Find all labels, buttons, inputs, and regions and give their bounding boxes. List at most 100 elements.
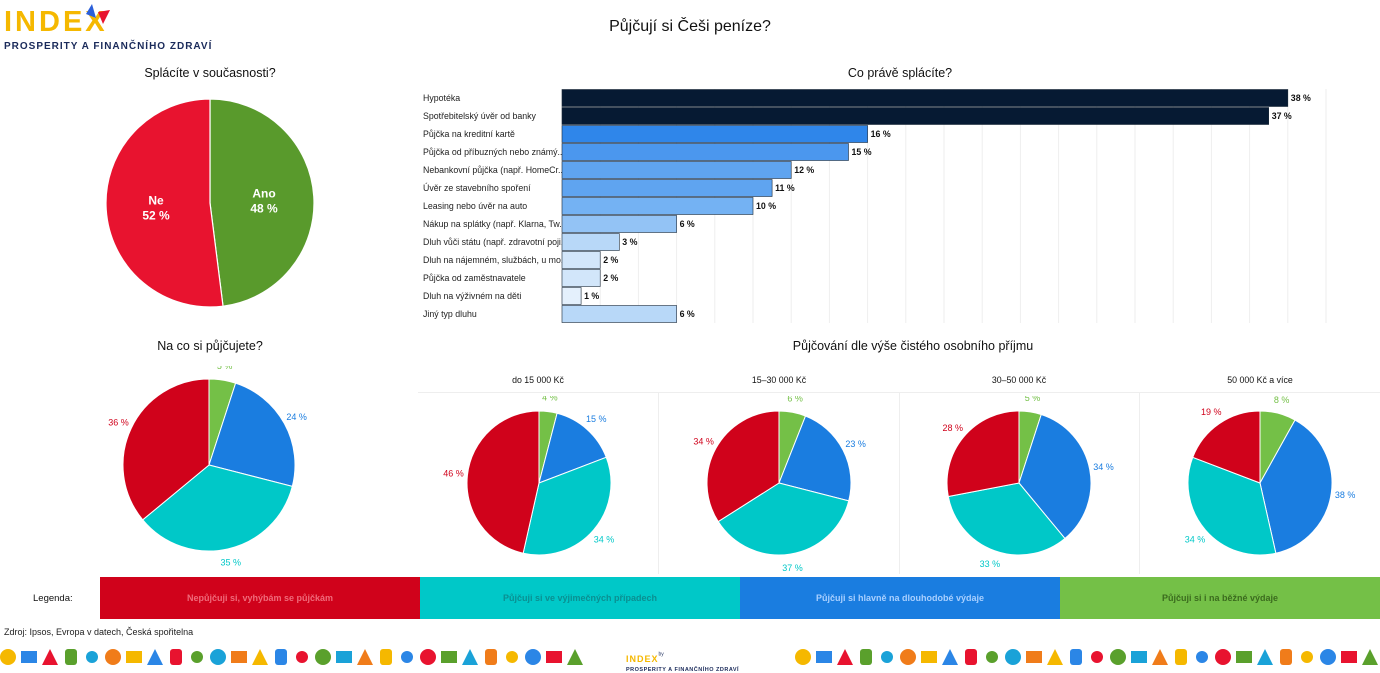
pie-slice-label: 6 % — [787, 396, 803, 404]
pie-slice-red — [946, 410, 1020, 498]
bar-category-label: Půjčka od příbuzných nebo známý.. — [423, 147, 562, 157]
bar — [561, 215, 677, 233]
pie-slice-label: 8 % — [1274, 396, 1290, 405]
bar-category-label: Půjčka na kreditní kartě — [423, 129, 515, 139]
brand-logo-subtitle: PROSPERITY A FINANČNÍHO ZDRAVÍ — [4, 41, 213, 52]
pie-slice-label: 35 % — [221, 558, 242, 568]
pie-slice-blue — [208, 382, 296, 487]
bar-category-label: Hypotéka — [423, 93, 460, 103]
pie-slice-red — [1192, 410, 1261, 484]
pie-slice-label: 33 % — [980, 559, 1001, 569]
bar — [561, 287, 582, 305]
decorative-shape — [1257, 649, 1273, 665]
bar-value-label: 2 % — [603, 255, 618, 265]
pie-slice-blue — [1259, 419, 1333, 554]
decorative-shape — [1047, 649, 1063, 665]
decorative-shape — [1175, 649, 1187, 665]
decorative-shape — [881, 651, 893, 663]
bar-value-label: 6 % — [680, 309, 695, 319]
bar — [561, 233, 620, 251]
section-title-by-income: Půjčování dle výše čistého osobního příj… — [792, 339, 1034, 353]
bar — [561, 107, 1270, 125]
pie-slice-label: 4 % — [542, 396, 558, 403]
pie-slice-label: 23 % — [845, 439, 866, 449]
pie-slice-label: 28 % — [942, 423, 963, 433]
bar — [561, 251, 601, 269]
decorative-shape — [506, 651, 518, 663]
decorative-shape — [795, 649, 811, 665]
bar — [561, 125, 868, 143]
bar — [561, 269, 601, 287]
legend-item-label: Nepůjčuji si, vyhýbám se půjčkám — [186, 593, 334, 603]
pie-slice-label: 38 % — [1335, 490, 1356, 500]
footer-logo: INDEXby PROSPERITY A FINANČNÍHO ZDRAVÍ — [626, 649, 739, 673]
decorative-shape — [942, 649, 958, 665]
bar-category-label: Nebankovní půjčka (např. HomeCr.. — [423, 165, 563, 175]
bar-category-label: Dluh vůči státu (např. zdravotní poji.. — [423, 237, 566, 247]
decorative-shape — [986, 651, 998, 663]
bar — [561, 305, 677, 323]
decorative-shape — [546, 651, 562, 663]
income-pie-1: 4 % 15 % 34 % 46 % — [443, 396, 615, 556]
decorative-shape — [816, 651, 832, 663]
pie-slice-ne — [105, 98, 224, 308]
pie-slice-teal — [522, 456, 612, 556]
pie-slice-label: 37 % — [782, 563, 803, 573]
bar — [561, 161, 792, 179]
decorative-shape — [1152, 649, 1168, 665]
decorative-shape — [1215, 649, 1231, 665]
pie-slice-teal — [947, 482, 1066, 556]
bar-category-label: Nákup na splátky (např. Klarna, Tw.. — [423, 219, 564, 229]
income-col-divider — [1139, 392, 1140, 574]
pie-slice-red — [706, 410, 780, 523]
decorative-shape — [921, 651, 937, 663]
decorative-shape — [860, 649, 872, 665]
income-label-1: do 15 000 Kč — [512, 375, 564, 385]
decorative-shape — [965, 649, 977, 665]
pie-slice-label: 34 % — [1185, 534, 1206, 544]
brand-triangles-icon — [86, 4, 110, 24]
bar-category-label: Půjčka od zaměstnavatele — [423, 273, 526, 283]
bar — [561, 197, 754, 215]
income-pie-2: 6 % 23 % 37 % 34 % — [693, 396, 866, 573]
legend-title: Legenda: — [33, 593, 73, 604]
decorative-shape — [147, 649, 163, 665]
pie-slice-label: 19 % — [1201, 407, 1222, 417]
decorative-shape — [105, 649, 121, 665]
bar-value-label: 11 % — [775, 183, 795, 193]
bar-category-label: Dluh na nájemném, službách, u mo.. — [423, 255, 566, 265]
income-col-divider — [658, 392, 659, 574]
bar — [561, 89, 1289, 107]
bar — [561, 179, 773, 197]
decorative-shape — [1236, 651, 1252, 663]
decorative-shape — [86, 651, 98, 663]
borrow-for-pie-chart: 5 % 24 % 35 % 36 % — [108, 366, 307, 568]
bar — [561, 143, 849, 161]
pie-slice-red — [466, 410, 540, 554]
pie-slice-label: 34 % — [594, 534, 615, 544]
bar-value-label: 1 % — [584, 291, 599, 301]
bar-value-label: 10 % — [756, 201, 776, 211]
pie-slice-value: 48 % — [250, 202, 278, 216]
legend-item-long-term: Půjčuji si hlavně na dlouhodobé výdaje — [740, 577, 1060, 619]
decorative-shape — [191, 651, 203, 663]
decorative-shape — [900, 649, 916, 665]
legend-item-exceptional: Půjčuji si ve výjimečných případech — [420, 577, 740, 619]
decorative-footer-strip-icon — [0, 649, 1378, 665]
decorative-shape — [420, 649, 436, 665]
bar-category-label: Jiný typ dluhu — [423, 309, 477, 319]
bar-value-label: 15 % — [852, 147, 872, 157]
pie-slice-name: Ano — [252, 187, 275, 201]
section-title-borrow-for: Na co si půjčujete? — [157, 339, 263, 353]
legend-item-label: Půjčuji si hlavně na dlouhodobé výdaje — [815, 593, 985, 603]
bar-category-label: Leasing nebo úvěr na auto — [423, 201, 527, 211]
pie-slice-label: 34 % — [693, 437, 714, 447]
bar-value-label: 6 % — [680, 219, 695, 229]
legend-item-everyday: Půjčuji si i na běžné výdaje — [1060, 577, 1380, 619]
income-label-4: 50 000 Kč a více — [1227, 375, 1293, 385]
decorative-shape — [170, 649, 182, 665]
income-col-divider — [899, 392, 900, 574]
decorative-shape — [1341, 651, 1357, 663]
decorative-shape — [567, 649, 583, 665]
decorative-shape — [0, 649, 16, 665]
